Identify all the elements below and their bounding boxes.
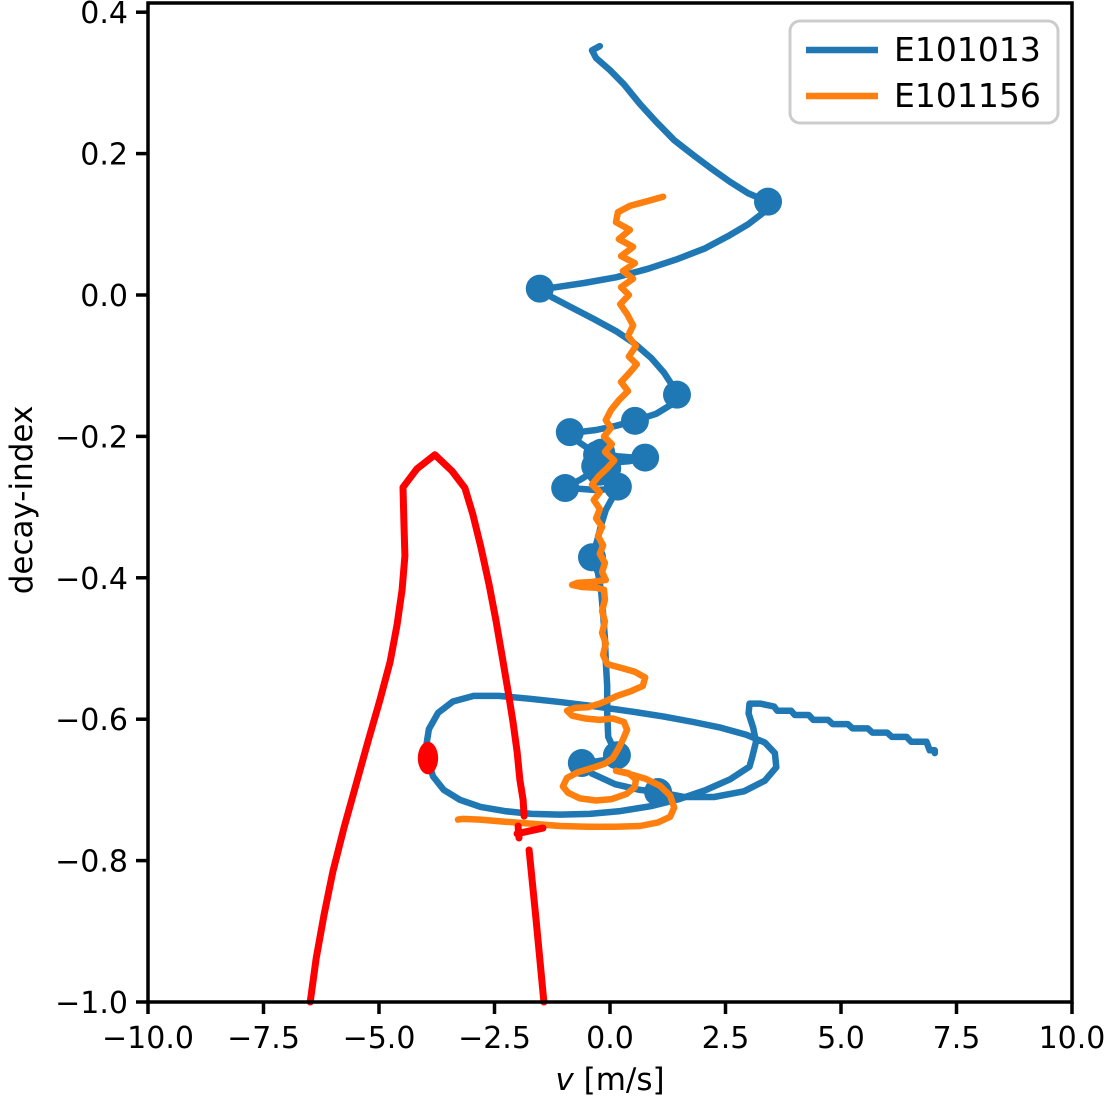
- y-tick-label: −0.4: [55, 562, 128, 597]
- y-tick-label: 0.4: [80, 0, 128, 31]
- y-tick-label: −0.8: [55, 845, 128, 880]
- critical-decay-curve: [306, 451, 528, 1006]
- trajectory-marker-E101013: [754, 187, 783, 216]
- legend-label: E101156: [894, 76, 1041, 115]
- x-tick-label: −7.5: [227, 1021, 300, 1056]
- y-tick-label: 0.2: [80, 138, 128, 173]
- trajectory-marker-E101013: [662, 380, 691, 409]
- x-tick-label: −5.0: [343, 1021, 416, 1056]
- y-axis-label: decay-index: [4, 406, 40, 595]
- axes-spines: [146, 1, 1074, 1004]
- x-tick-label: 5.0: [817, 1021, 865, 1056]
- x-tick-label: −2.5: [458, 1021, 531, 1056]
- y-tick-label: −0.2: [55, 420, 128, 455]
- trajectory-marker-E101013: [603, 472, 632, 501]
- x-axis-label: v [m/s]: [555, 1062, 664, 1098]
- critical-decay-curve: [525, 846, 548, 1006]
- y-tick-label: 0.0: [80, 279, 128, 314]
- x-axis-label-unit: [m/s]: [574, 1062, 665, 1098]
- x-tick-label: 0.0: [586, 1021, 634, 1056]
- x-tick-label: 2.5: [702, 1021, 750, 1056]
- trajectory-marker-E101013: [555, 418, 584, 447]
- red-state-marker: [417, 741, 439, 775]
- y-tick-label: −0.6: [55, 703, 128, 738]
- legend-label: E101013: [894, 30, 1041, 69]
- trajectory-marker-E101013: [525, 274, 554, 303]
- series-line-E101156: [454, 193, 678, 830]
- trajectory-marker-E101013: [631, 443, 660, 472]
- y-tick-label: −1.0: [55, 986, 128, 1021]
- x-axis-label-variable: v: [555, 1062, 574, 1098]
- trajectory-marker-E101013: [551, 474, 580, 503]
- trajectory-marker-E101013: [620, 406, 649, 435]
- x-tick-label: 10.0: [1039, 1021, 1106, 1056]
- x-tick-label: 7.5: [933, 1021, 981, 1056]
- series-line-E101013: [422, 42, 939, 818]
- critical-decay-curve: [514, 822, 523, 842]
- x-tick-label: −10.0: [102, 1021, 194, 1056]
